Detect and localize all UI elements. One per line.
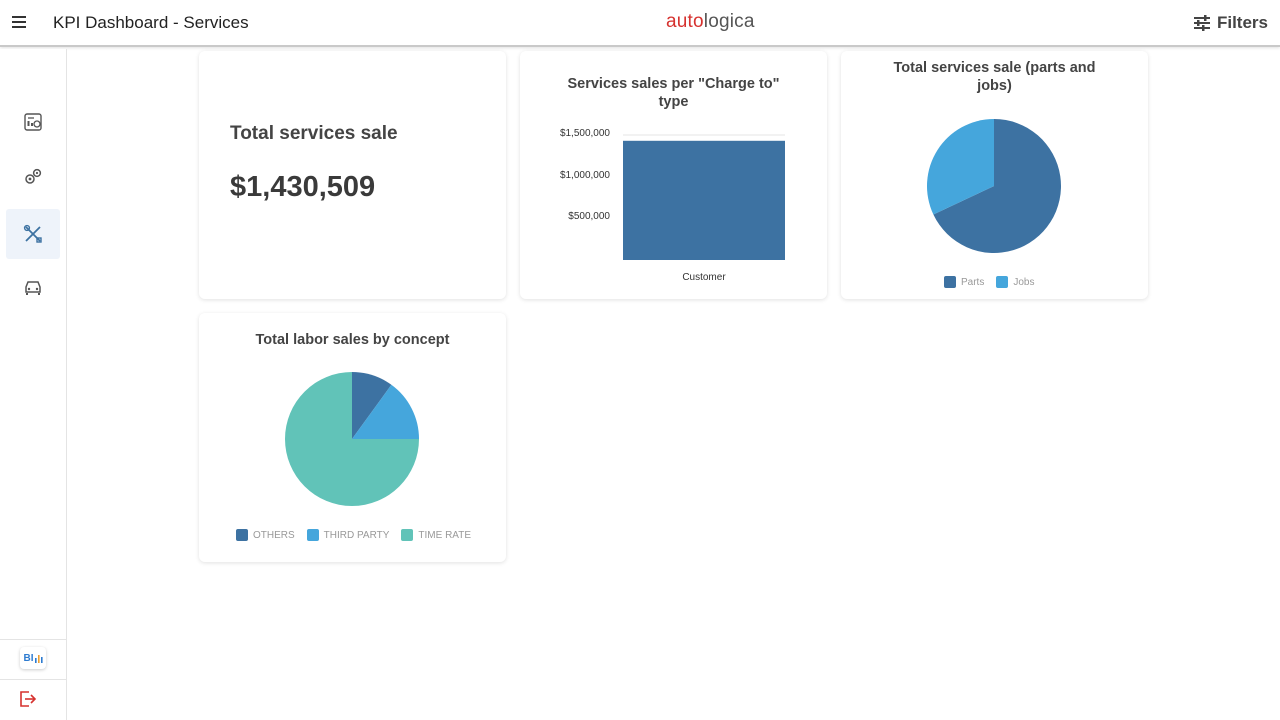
bar-customer[interactable] [623, 140, 785, 260]
legend-swatch [996, 276, 1009, 288]
bar-y-tick-label: $1,500,000 [559, 128, 610, 139]
bar-x-tick-label: Customer [682, 272, 726, 283]
logo-part-1: auto [666, 11, 704, 32]
pie1-plot [927, 119, 1061, 253]
legend-label: Jobs [1013, 276, 1035, 288]
legend-swatch [236, 529, 248, 541]
pie2-title: Total labor sales by concept [255, 332, 450, 348]
bar-chart-plot [623, 134, 785, 260]
legend-swatch [401, 529, 414, 541]
sidebar-divider [0, 639, 66, 640]
car-icon [25, 281, 41, 295]
sidebar-item-dashboard[interactable] [6, 97, 60, 147]
tools-icon [23, 224, 42, 243]
sidebar-item-cars[interactable] [6, 262, 60, 312]
bi-label: BI [23, 652, 34, 664]
bar-y-tick-label: $500,000 [568, 211, 610, 223]
logo-part-2: logica [703, 11, 755, 32]
pie-slice-third-party[interactable] [352, 384, 419, 439]
logout-button[interactable] [18, 689, 42, 713]
bi-logo[interactable]: BI [20, 647, 46, 669]
legend-label: OTHERS [253, 529, 295, 541]
gears-icon [25, 168, 42, 184]
legend-item-others[interactable]: OTHERS [236, 529, 295, 541]
sidebar-divider-2 [0, 679, 66, 680]
legend-item-time-rate[interactable]: TIME RATE [401, 529, 471, 541]
sidebar-item-tools[interactable] [6, 209, 60, 259]
sliders-icon [1193, 15, 1210, 31]
pie-labor-concept-card: Total labor sales by concept OTHERS THIRD… [199, 313, 506, 562]
legend-label: Parts [961, 276, 985, 288]
kpi-card-total-services: Total services sale $1,430,509 [199, 51, 506, 299]
legend-item-parts[interactable]: Parts [944, 276, 984, 288]
dashboard-icon [24, 113, 42, 131]
legend-label: THIRD PARTY [323, 529, 390, 541]
pie1-legend: Parts Jobs [944, 276, 1046, 288]
pie2-legend: OTHERS THIRD PARTY TIME RATE [236, 529, 483, 541]
app-header: KPI Dashboard - Services autologica Filt… [0, 0, 1280, 47]
logout-icon [20, 691, 37, 707]
page-title: KPI Dashboard - Services [53, 13, 249, 32]
legend-label: TIME RATE [418, 529, 472, 541]
legend-item-third-party[interactable]: THIRD PARTY [306, 529, 390, 541]
bars-icon [34, 654, 43, 663]
legend-swatch [306, 529, 319, 541]
pie-slice-parts[interactable] [933, 119, 1061, 253]
legend-item-jobs[interactable]: Jobs [996, 276, 1034, 288]
brand-logo: autologica [666, 11, 755, 33]
bar-chart-card: Services sales per "Charge to" type $500… [520, 51, 827, 299]
pie-slice-time-rate[interactable] [285, 372, 419, 506]
pie-parts-jobs-card: Total services sale (parts and jobs) Par… [841, 51, 1148, 299]
filters-button[interactable]: Filters [1193, 13, 1268, 33]
kpi-label: Total services sale [230, 123, 398, 144]
bar-y-tick-label: $1,000,000 [559, 169, 610, 181]
pie-slice-jobs[interactable] [927, 119, 994, 215]
bar-chart-title: Services sales per "Charge to" type [567, 76, 780, 110]
menu-icon[interactable] [12, 14, 30, 32]
legend-swatch [944, 276, 956, 288]
pie1-title: Total services sale (parts and jobs) [893, 60, 1096, 94]
sidebar-item-gears[interactable] [6, 152, 60, 202]
sidebar: BI [0, 49, 67, 720]
kpi-value: $1,430,509 [230, 171, 376, 203]
filters-label: Filters [1216, 13, 1268, 32]
pie-slice-others[interactable] [352, 372, 392, 439]
pie2-plot [285, 372, 419, 506]
